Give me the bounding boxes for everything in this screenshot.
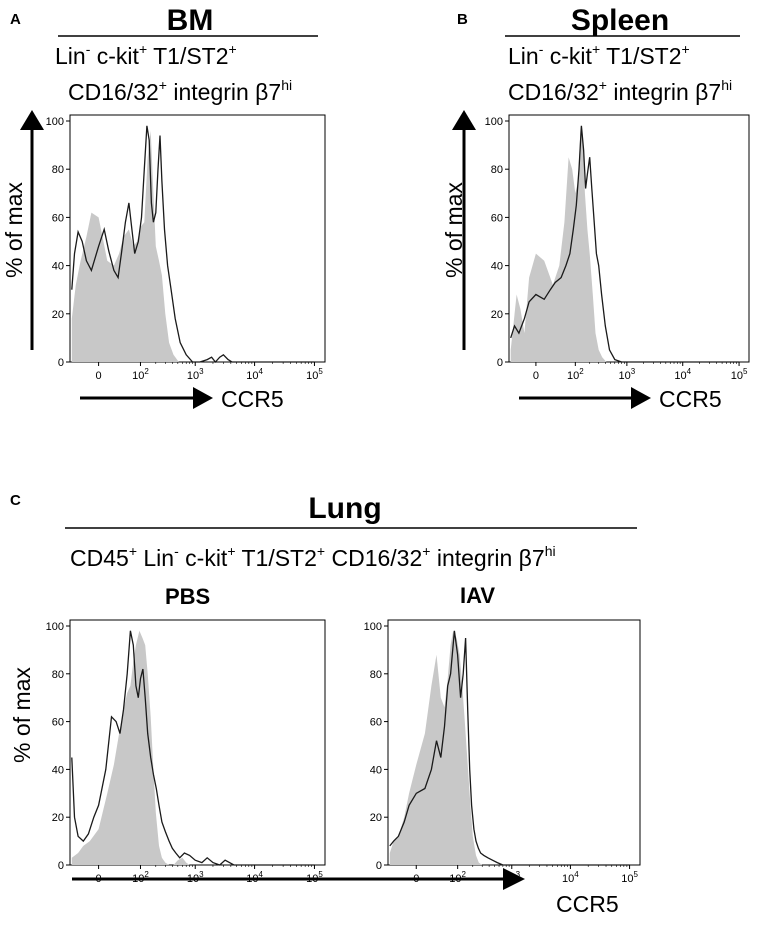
x-tick-label: 103	[187, 870, 204, 885]
x-tick-label: 104	[246, 870, 263, 885]
x-tick-label: 102	[567, 367, 584, 382]
y-tick-label: 0	[58, 860, 64, 872]
y-tick-label: 40	[52, 764, 64, 776]
x-tick-label: 0	[96, 873, 102, 885]
x-tick-label: 103	[619, 367, 636, 382]
y-tick-label: 60	[52, 212, 64, 224]
y-axis-label-b: % of max	[441, 182, 467, 278]
title-lung: Lung	[308, 492, 381, 525]
gate-label-a-line1: Lin- c-kit+ T1/ST2+	[55, 41, 237, 69]
x-axis-label-c: CCR5	[556, 891, 619, 917]
y-axis-label-c: % of max	[9, 667, 35, 763]
x-tick-label: 104	[246, 367, 263, 382]
y-tick-label: 80	[491, 164, 503, 176]
histogram-lung-pbs: 0 20 40 60 80 100 0 102 103 104 105	[46, 619, 326, 885]
y-tick-label: 20	[370, 812, 382, 824]
isotype-filled-histogram	[71, 630, 190, 865]
plot-frame	[69, 619, 326, 866]
histogram-bm: 0 20 40 60 80 100 0 102 103 104 105	[46, 114, 326, 382]
isotype-filled-histogram	[71, 130, 187, 362]
x-tick-label: 104	[674, 367, 691, 382]
y-tick-label: 60	[52, 717, 64, 729]
y-tick-label: 80	[52, 669, 64, 681]
title-bm: BM	[167, 4, 214, 37]
y-tick-label: 20	[52, 812, 64, 824]
y-tick-label: 100	[364, 621, 382, 633]
x-tick-label: 105	[621, 870, 638, 885]
y-tick-label: 40	[52, 261, 64, 273]
y-tick-label: 20	[491, 309, 503, 321]
x-tick-label: 0	[413, 873, 419, 885]
y-tick-label: 60	[370, 717, 382, 729]
x-arrow-a	[80, 387, 213, 409]
y-tick-label: 20	[52, 309, 64, 321]
y-tick-label: 80	[370, 669, 382, 681]
x-axis-label-a: CCR5	[221, 386, 284, 412]
y-arrow-a	[20, 110, 44, 350]
y-tick-label: 100	[46, 116, 64, 128]
y-tick-label: 100	[46, 621, 64, 633]
x-tick-label: 0	[533, 370, 539, 382]
panel-letter-b: B	[457, 11, 468, 28]
x-tick-label: 102	[132, 367, 149, 382]
y-axis-label-a: % of max	[1, 182, 27, 278]
isotype-filled-histogram	[510, 125, 612, 362]
histogram-lung-iav: 0 20 40 60 80 100 0 102 103 104 105	[364, 619, 641, 885]
x-tick-label: 0	[96, 370, 102, 382]
ccr5-stained-histogram-line	[510, 125, 740, 363]
y-tick-label: 0	[497, 357, 503, 369]
y-tick-label: 0	[376, 860, 382, 872]
y-tick-label: 80	[52, 164, 64, 176]
panel-letter-c: C	[10, 492, 21, 509]
x-tick-label: 104	[562, 870, 579, 885]
x-tick-label: 105	[306, 870, 323, 885]
y-tick-label: 100	[485, 116, 503, 128]
x-tick-label: 105	[731, 367, 748, 382]
isotype-filled-histogram	[389, 630, 491, 865]
x-tick-label: 103	[187, 367, 204, 382]
title-spleen: Spleen	[571, 4, 669, 37]
y-arrow-b	[452, 110, 476, 350]
gate-label-b-line2: CD16/32+ integrin β7hi	[508, 77, 732, 105]
x-arrow-c	[72, 868, 525, 890]
ccr5-stained-histogram-line	[71, 125, 315, 364]
x-arrow-b	[519, 387, 651, 409]
ccr5-stained-histogram-line	[389, 630, 630, 866]
x-tick-label: 102	[132, 870, 149, 885]
x-tick-label: 102	[449, 870, 466, 885]
x-tick-label: 105	[306, 367, 323, 382]
gate-label-a-line2: CD16/32+ integrin β7hi	[68, 77, 292, 105]
y-tick-label: 0	[58, 357, 64, 369]
histogram-spleen: 0 20 40 60 80 100 0 102 103 104 105	[485, 114, 750, 382]
x-axis-label-b: CCR5	[659, 386, 722, 412]
ccr5-stained-histogram-line	[71, 630, 315, 866]
y-tick-label: 40	[370, 764, 382, 776]
gate-label-b-line1: Lin- c-kit+ T1/ST2+	[508, 41, 690, 69]
x-tick-label: 103	[503, 870, 520, 885]
y-tick-label: 60	[491, 212, 503, 224]
gate-label-c: CD45+ Lin- c-kit+ T1/ST2+ CD16/32+ integ…	[70, 543, 556, 571]
condition-iav: IAV	[460, 583, 495, 608]
condition-pbs: PBS	[165, 584, 210, 609]
y-tick-label: 40	[491, 261, 503, 273]
panel-letter-a: A	[10, 11, 21, 28]
